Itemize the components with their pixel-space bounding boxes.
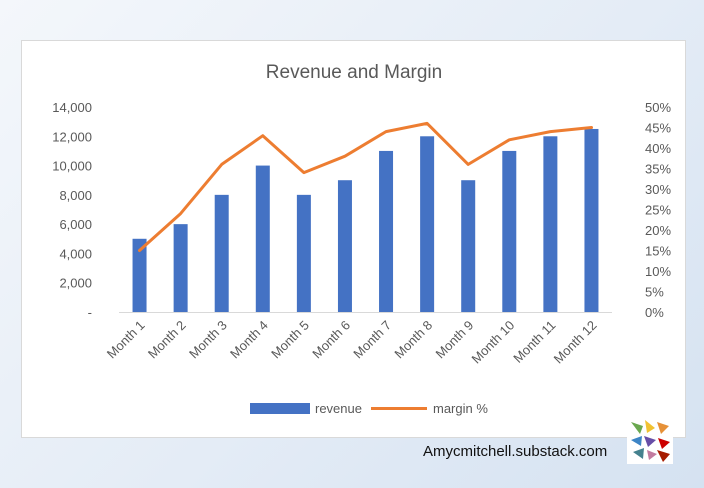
x-tick-label: Month 11 — [510, 318, 558, 366]
y-right-tick-label: 45% — [645, 121, 671, 136]
y-right-tick-label: 5% — [645, 285, 664, 300]
x-tick-label: Month 12 — [551, 318, 600, 367]
y-left-tick-label: 8,000 — [59, 188, 92, 203]
x-tick-label: Month 6 — [309, 318, 353, 362]
chart-card: Revenue and Margin - 2,000 4,000 6,000 8,000… — [21, 40, 686, 438]
y-right-tick-label: 50% — [645, 100, 671, 115]
revenue-bar — [132, 238, 147, 312]
x-tick-label: Month 1 — [104, 318, 148, 362]
revenue-bar — [420, 136, 435, 312]
y-left-tick-label: - — [88, 305, 92, 320]
y-right-tick-label: 35% — [645, 162, 671, 177]
credit-text: Amycmitchell.substack.com — [423, 443, 608, 460]
revenue-bar — [337, 180, 352, 312]
y-right-tick-label: 15% — [645, 244, 671, 259]
y-left-tick-label: 4,000 — [59, 246, 92, 261]
plot-area: - 2,000 4,000 6,000 8,000 10,000 12,000 14,000 0… — [52, 100, 671, 366]
revenue-bar — [502, 150, 517, 312]
colorful-hands-logo-icon — [627, 418, 673, 464]
revenue-bar — [255, 165, 270, 312]
revenue-bar — [379, 150, 394, 312]
legend-revenue-label: revenue — [315, 401, 362, 416]
y-left-tick-label: 14,000 — [52, 100, 92, 115]
x-tick-label: Month 5 — [268, 318, 312, 362]
chart-svg: Revenue and Margin - 2,000 4,000 6,000 8,000… — [52, 62, 671, 416]
legend: revenue margin % — [250, 401, 488, 416]
y-left-tick-label: 6,000 — [59, 217, 92, 232]
legend-revenue-swatch — [250, 403, 310, 414]
chart-title: Revenue and Margin — [266, 62, 442, 83]
y-right-tick-label: 20% — [645, 223, 671, 238]
revenue-bar — [173, 224, 188, 312]
x-tick-label: Month 3 — [186, 318, 230, 362]
x-tick-label: Month 2 — [145, 318, 189, 362]
revenue-bar — [214, 194, 229, 312]
revenue-bar — [543, 136, 558, 312]
x-tick-label: Month 7 — [350, 318, 394, 362]
y-right-tick-label: 30% — [645, 182, 671, 197]
y-right-tick-label: 10% — [645, 264, 671, 279]
margin-line — [138, 121, 593, 252]
y-right-tick-label: 40% — [645, 141, 671, 156]
revenue-bar — [461, 180, 476, 312]
y-left-tick-label: 10,000 — [52, 159, 92, 174]
x-tick-label: Month 10 — [468, 318, 517, 367]
y-right-tick-label: 25% — [645, 203, 671, 218]
y-left-tick-label: 2,000 — [59, 276, 92, 291]
y-right-tick-label: 0% — [645, 305, 664, 320]
x-tick-label: Month 4 — [227, 318, 271, 362]
revenue-bar — [296, 194, 311, 312]
x-tick-label: Month 8 — [391, 318, 435, 362]
y-left-tick-label: 12,000 — [52, 129, 92, 144]
revenue-bar — [584, 128, 599, 312]
legend-margin-label: margin % — [433, 401, 488, 416]
